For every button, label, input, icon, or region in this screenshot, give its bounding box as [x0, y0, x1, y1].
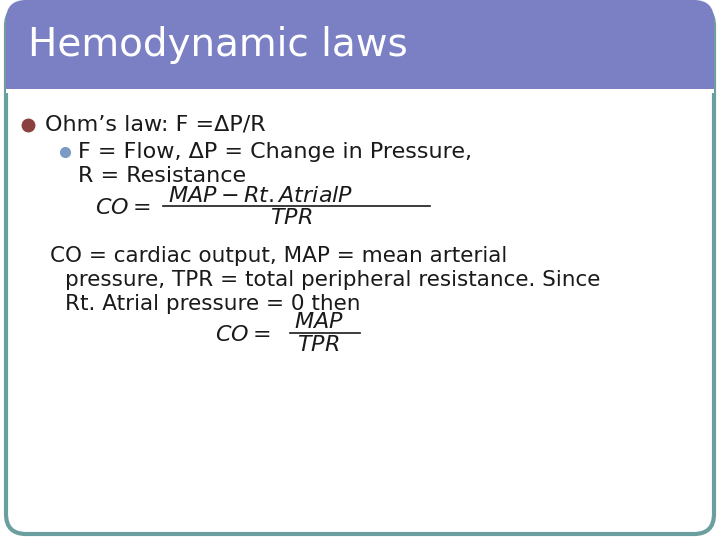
FancyBboxPatch shape: [6, 0, 714, 90]
Text: Ohm’s law: F =ΔP/R: Ohm’s law: F =ΔP/R: [45, 115, 266, 135]
Text: $\mathit{MAP-Rt.AtrialP}$: $\mathit{MAP-Rt.AtrialP}$: [168, 186, 354, 206]
Text: pressure, TPR = total peripheral resistance. Since: pressure, TPR = total peripheral resista…: [65, 270, 600, 290]
Text: Hemodynamic laws: Hemodynamic laws: [28, 26, 408, 64]
Text: Rt. Atrial pressure = 0 then: Rt. Atrial pressure = 0 then: [65, 294, 361, 314]
Text: $\mathit{TPR}$: $\mathit{TPR}$: [297, 335, 339, 355]
Text: $\mathit{TPR}$: $\mathit{TPR}$: [270, 208, 312, 228]
Bar: [6, 65, 714, 90]
Text: F = Flow, ΔP = Change in Pressure,: F = Flow, ΔP = Change in Pressure,: [78, 142, 472, 162]
Text: $\mathit{MAP}$: $\mathit{MAP}$: [294, 312, 343, 332]
Text: $\mathit{CO}=$: $\mathit{CO}=$: [95, 198, 150, 218]
Text: CO = cardiac output, MAP = mean arterial: CO = cardiac output, MAP = mean arterial: [50, 246, 508, 266]
Text: R = Resistance: R = Resistance: [78, 166, 246, 186]
FancyBboxPatch shape: [6, 6, 714, 534]
Text: $\mathit{CO}=$: $\mathit{CO}=$: [215, 325, 271, 345]
Bar: [6, 89, 714, 93]
